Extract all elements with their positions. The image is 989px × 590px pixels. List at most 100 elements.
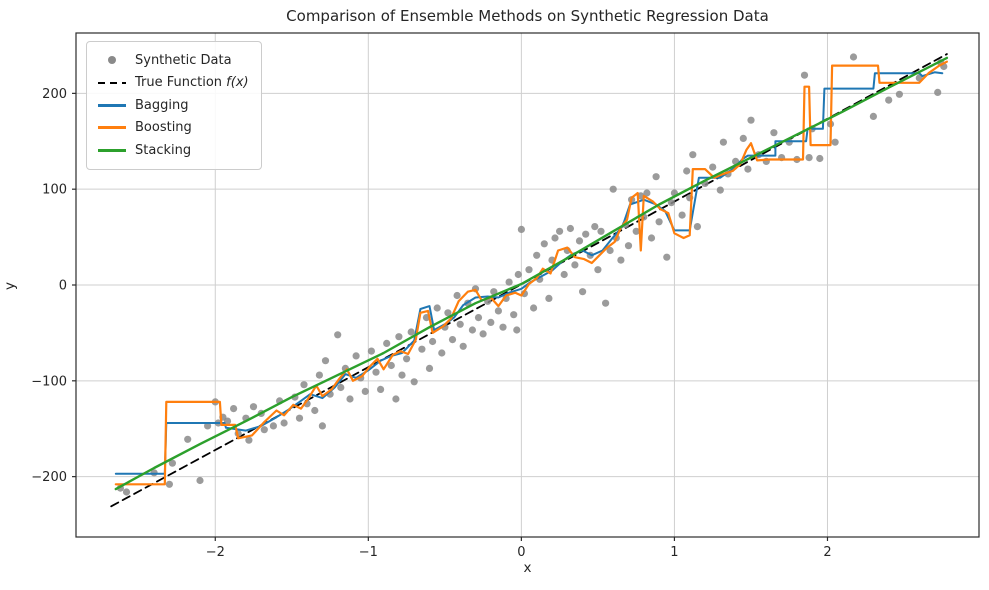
scatter-point: [582, 230, 590, 238]
y-tick-label: −100: [31, 374, 67, 389]
stacking-line: [114, 56, 949, 491]
scatter-point: [934, 88, 942, 96]
x-axis-label: x: [523, 560, 532, 576]
legend-label-math: f(x): [226, 75, 249, 91]
scatter-point: [571, 261, 579, 269]
scatter-point: [321, 357, 330, 365]
legend-label: Boosting: [135, 120, 192, 136]
scatter-point: [849, 53, 858, 61]
scatter-point: [805, 154, 813, 162]
legend-item-synthetic-data: Synthetic Data: [95, 49, 251, 72]
scatter-point: [505, 278, 513, 286]
scatter-point: [407, 328, 415, 336]
scatter-point: [632, 227, 640, 235]
scatter-point: [295, 414, 304, 422]
scatter-point: [377, 385, 385, 393]
scatter-point: [398, 371, 406, 379]
scatter-point: [744, 165, 752, 173]
x-tick-label: −2: [206, 545, 225, 560]
scatter-point: [315, 371, 323, 379]
scatter-point: [459, 342, 467, 350]
scatter-point: [418, 345, 426, 353]
scatter-point: [709, 163, 717, 171]
x-tick-label: 0: [517, 545, 525, 560]
plot-title: Comparison of Ensemble Methods on Synthe…: [286, 7, 769, 25]
scatter-point: [334, 331, 342, 339]
scatter-point: [383, 339, 391, 347]
scatter-point: [647, 234, 656, 242]
scatter-point: [311, 406, 319, 415]
scatter-point: [403, 355, 411, 363]
legend-item-true-function: True Function f(x): [95, 72, 251, 95]
scatter-point: [683, 167, 691, 175]
legend-label: Bagging: [135, 97, 189, 113]
scatter-point: [719, 138, 728, 146]
scatter-point: [487, 318, 495, 326]
y-tick-label: −200: [31, 470, 67, 485]
x-tick-label: 1: [670, 545, 678, 560]
y-tick-label: 0: [59, 279, 67, 294]
scatter-point: [885, 96, 893, 104]
scatter-point: [663, 253, 671, 261]
scatter-point: [269, 422, 277, 430]
scatter-point: [280, 419, 288, 427]
scatter-point: [579, 288, 587, 296]
scatter-point: [433, 304, 441, 312]
scatter-point: [260, 426, 268, 434]
scatter-point: [168, 459, 176, 467]
scatter-point: [456, 320, 464, 328]
legend: Synthetic Data True Function f(x) Baggin…: [86, 41, 262, 170]
legend-item-bagging: Bagging: [95, 94, 251, 117]
scatter-point: [230, 405, 238, 413]
scatter-point: [499, 323, 507, 331]
scatter-point: [249, 403, 258, 411]
scatter-point: [444, 309, 452, 317]
scatter-point: [652, 173, 660, 181]
legend-label: True Function: [135, 75, 227, 91]
scatter-point: [594, 266, 602, 274]
scatter-point: [693, 223, 702, 231]
y-axis-label: y: [2, 282, 18, 290]
scatter-point: [624, 242, 633, 250]
scatter-point: [337, 383, 345, 392]
scatter-point: [184, 435, 192, 443]
scatter-point: [689, 151, 697, 159]
scatter-point: [716, 186, 724, 194]
scatter-point: [530, 304, 538, 312]
scatter-point: [361, 387, 369, 395]
scatter-point: [869, 112, 878, 120]
x-tick-label: −1: [359, 545, 378, 560]
scatter-point: [410, 378, 418, 386]
scatter-point: [494, 307, 502, 315]
line-icon: [98, 103, 126, 107]
scatter-point: [678, 211, 686, 219]
scatter-point: [318, 422, 326, 430]
scatter-point: [438, 349, 446, 357]
scatter-point: [204, 422, 212, 430]
legend-item-stacking: Stacking: [95, 139, 251, 162]
line-icon: [98, 148, 126, 152]
dashed-line-icon: [98, 81, 126, 84]
scatter-point: [643, 189, 651, 197]
scatter-point: [597, 227, 605, 235]
scatter-point: [556, 227, 564, 235]
scatter-point: [513, 326, 521, 334]
scatter-point: [479, 330, 487, 338]
legend-item-boosting: Boosting: [95, 117, 251, 140]
scatter-point: [617, 256, 625, 264]
scatter-point: [468, 326, 476, 334]
scatter-point: [609, 185, 617, 193]
scatter-point: [575, 237, 584, 245]
scatter-point: [747, 116, 755, 124]
scatter-point: [655, 218, 663, 226]
scatter-point: [739, 134, 747, 142]
scatter-point: [425, 364, 434, 372]
scatter-point: [474, 314, 483, 322]
scatter-point: [525, 266, 533, 274]
scatter-point: [895, 90, 904, 98]
legend-label: Stacking: [135, 142, 192, 158]
y-tick-label: 200: [42, 87, 67, 102]
scatter-point: [800, 71, 809, 79]
